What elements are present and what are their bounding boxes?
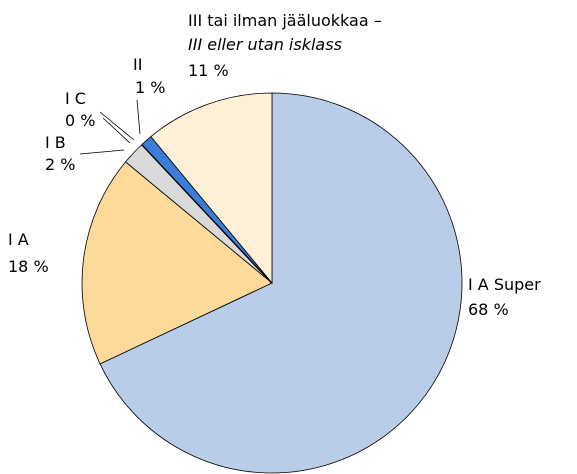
slice-label: II — [133, 55, 142, 74]
value-label: 11 % — [188, 61, 229, 80]
value-label: 1 % — [135, 78, 165, 97]
leader-line — [99, 111, 135, 141]
slice-label-sv: III eller utan isklass — [188, 35, 342, 54]
slice-label: I B — [45, 133, 66, 152]
slice-label: III tai ilman jääluokkaa – — [188, 11, 382, 30]
leader-line — [79, 149, 125, 155]
value-label: 0 % — [65, 111, 95, 130]
value-label: 2 % — [45, 155, 75, 174]
pie-slice — [99, 92, 463, 474]
pie-slice — [81, 161, 273, 365]
slice-label: I A Super — [468, 275, 541, 294]
pie-slice — [150, 92, 273, 285]
slice-label: I C — [65, 89, 86, 108]
slice-label: I A — [8, 230, 29, 249]
leader-line — [136, 99, 141, 135]
leader-line — [102, 117, 131, 144]
value-label: 18 % — [8, 257, 49, 276]
value-label: 68 % — [468, 300, 509, 319]
